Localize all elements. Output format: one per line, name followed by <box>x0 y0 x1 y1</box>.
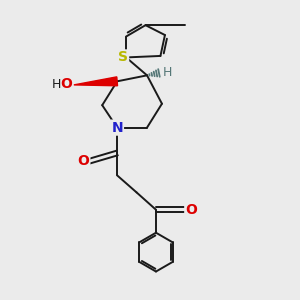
Text: H: H <box>52 78 61 91</box>
Text: O: O <box>77 154 89 168</box>
Polygon shape <box>74 77 118 86</box>
Text: H: H <box>163 66 172 79</box>
Text: O: O <box>185 203 197 217</box>
Text: O: O <box>61 77 72 91</box>
Text: S: S <box>118 50 128 64</box>
Text: N: N <box>111 121 123 135</box>
